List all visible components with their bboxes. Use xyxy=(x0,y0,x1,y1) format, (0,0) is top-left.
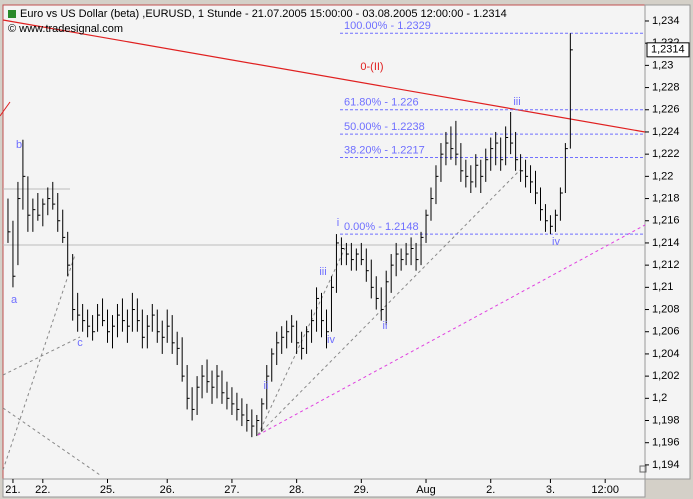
wave-label: ii xyxy=(264,380,269,392)
y-tick-label: 1,234 xyxy=(652,15,680,27)
y-tick-label: 1,204 xyxy=(652,348,680,360)
x-tick-label: 29. xyxy=(354,484,369,496)
x-tick-label: Aug xyxy=(416,484,436,496)
wave-label: iii xyxy=(319,266,326,278)
x-tick-label: 25. xyxy=(100,484,115,496)
x-tick-label: 21. xyxy=(5,484,20,496)
x-tick-label: 26. xyxy=(160,484,175,496)
y-tick-label: 1,2 xyxy=(652,392,667,404)
y-tick-label: 1,214 xyxy=(652,237,680,249)
x-tick-label: 2. xyxy=(486,484,495,496)
x-tick-label: 3. xyxy=(546,484,555,496)
y-tick-label: 1,218 xyxy=(652,192,680,204)
y-tick-label: 1,22 xyxy=(652,170,673,182)
y-tick-label: 1,21 xyxy=(652,281,673,293)
x-tick-label: 28. xyxy=(289,484,304,496)
wave-label: ii xyxy=(383,320,388,332)
chart-subtitle: © www.tradesignal.com xyxy=(8,23,123,35)
x-tick-label: 12:00 xyxy=(591,484,619,496)
y-tick-label: 1,212 xyxy=(652,259,680,271)
x-tick-label: 22. xyxy=(35,484,50,496)
y-tick-label: 1,226 xyxy=(652,104,680,116)
fib-label: 0.00% - 1.2148 xyxy=(344,221,419,233)
wave-label: iv xyxy=(552,236,560,248)
x-axis-area xyxy=(2,478,646,498)
y-tick-label: 1,224 xyxy=(652,126,680,138)
y-tick-label: 1,202 xyxy=(652,370,680,382)
y-tick-label: 1,23 xyxy=(652,59,673,71)
chart-title: Euro vs US Dollar (beta) ,EURUSD, 1 Stun… xyxy=(20,8,507,20)
y-tick-label: 1,222 xyxy=(652,148,680,160)
y-tick-label: 1,228 xyxy=(652,81,680,93)
last-price-box xyxy=(646,42,690,58)
price-bars xyxy=(7,33,573,438)
wave-label: c xyxy=(77,337,83,349)
y-tick-label: 1,206 xyxy=(652,326,680,338)
y-tick-label: 1,194 xyxy=(652,459,680,471)
last-price-label: 1,2314 xyxy=(651,44,685,56)
wave-label: iii xyxy=(513,96,520,108)
y-tick-label: 1,198 xyxy=(652,414,680,426)
y-tick-label: 1,208 xyxy=(652,303,680,315)
resize-grip[interactable] xyxy=(639,465,647,473)
y-axis-area xyxy=(644,4,691,480)
wave-label: iv xyxy=(327,334,335,346)
trend-line xyxy=(2,407,101,476)
y-tick-label: 1,216 xyxy=(652,215,680,227)
plot-area xyxy=(2,4,646,480)
fib-label: 50.00% - 1.2238 xyxy=(344,121,425,133)
x-tick-label: 27. xyxy=(224,484,239,496)
fib-label: 38.20% - 1.2217 xyxy=(344,144,425,156)
wave-label: i xyxy=(337,217,339,229)
fib-label: 100.00% - 1.2329 xyxy=(344,20,431,32)
trend-line xyxy=(2,254,76,471)
resistance-line xyxy=(2,19,646,133)
y-tick-label: 1,196 xyxy=(652,437,680,449)
title-icon xyxy=(8,10,16,18)
marker-line xyxy=(0,101,11,117)
wave-label: b xyxy=(16,139,22,151)
wave-label: a xyxy=(11,294,18,306)
trend-line xyxy=(257,169,521,436)
support-line xyxy=(257,224,646,436)
wave-label: 0-(II) xyxy=(360,61,383,73)
fib-label: 61.80% - 1.226 xyxy=(344,97,419,109)
